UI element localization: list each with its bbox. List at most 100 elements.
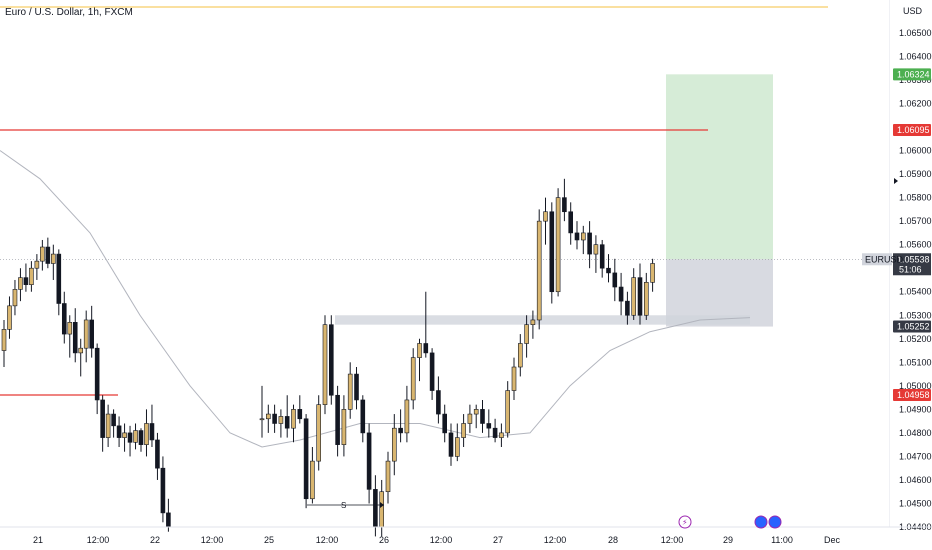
candle <box>360 395 366 443</box>
candle-body <box>105 413 111 438</box>
candle-body <box>61 303 67 335</box>
y-tick-label: 1.05200 <box>899 334 932 344</box>
candle <box>404 385 410 443</box>
candle <box>138 428 144 452</box>
candle <box>473 404 479 429</box>
candle-body <box>530 319 536 325</box>
symbol-badge[interactable] <box>862 253 892 266</box>
support-price-badge[interactable] <box>893 389 931 401</box>
candle <box>322 315 328 415</box>
candle <box>100 395 105 452</box>
candle <box>454 423 460 462</box>
support-zone[interactable] <box>335 315 750 325</box>
candle <box>650 258 655 292</box>
candle <box>618 272 624 316</box>
candle-body <box>94 347 100 401</box>
candle-body <box>155 439 160 469</box>
candle <box>127 425 133 457</box>
candle <box>505 381 511 438</box>
candle <box>461 414 466 448</box>
candle <box>555 188 561 297</box>
support-price-badge-text: 1.04958 <box>897 390 930 400</box>
candle-body <box>322 324 328 405</box>
candle-body <box>379 491 385 528</box>
y-tick-label: 1.05000 <box>899 381 932 391</box>
y-tick-label: 1.05400 <box>899 287 932 297</box>
x-tick-label: 25 <box>264 535 274 545</box>
y-tick-label: 1.06000 <box>899 146 932 156</box>
target-zone[interactable] <box>666 74 773 260</box>
candle-body <box>524 324 529 344</box>
candle-body <box>127 432 133 443</box>
candle <box>347 362 353 419</box>
candle-body <box>404 399 410 434</box>
candle-body <box>166 512 171 528</box>
candle-body <box>417 343 422 358</box>
candle-body <box>618 286 624 302</box>
candle-body <box>580 232 586 241</box>
lightning-event-icon[interactable] <box>678 515 692 529</box>
candle <box>34 254 40 280</box>
resistance-price-badge-text: 1.06095 <box>897 125 930 135</box>
candle-body <box>486 423 492 429</box>
resistance-price-badge[interactable] <box>893 124 931 136</box>
stop-price-badge[interactable] <box>893 320 931 333</box>
candle-body <box>265 413 271 420</box>
candle-body <box>111 413 116 427</box>
candle <box>530 310 536 339</box>
candle-body <box>23 277 29 285</box>
moving-average-line[interactable] <box>0 150 751 448</box>
x-tick-label: 27 <box>493 535 503 545</box>
last-price-badge[interactable] <box>893 253 931 276</box>
candle-body <box>278 416 284 424</box>
candle-body <box>72 322 78 354</box>
x-tick-label: Dec <box>824 535 841 545</box>
candle-body <box>341 409 347 445</box>
candle <box>1 319 7 368</box>
candle-body <box>303 418 309 500</box>
news-event-icon[interactable] <box>754 515 768 529</box>
candle <box>133 423 138 450</box>
candle <box>568 202 574 245</box>
candle-body <box>423 343 429 354</box>
candle <box>122 423 127 452</box>
candle <box>637 263 643 325</box>
candle-body <box>467 413 473 424</box>
stop-price-badge-text: 1.05252 <box>897 322 930 332</box>
x-tick-label: 11:00 <box>771 535 793 545</box>
candle <box>366 423 372 504</box>
candle <box>354 367 359 410</box>
candle <box>511 357 517 400</box>
news-event-icon[interactable] <box>768 515 782 529</box>
candle-body <box>536 220 542 321</box>
candle-body <box>574 232 580 241</box>
x-tick-label: 12:00 <box>430 535 453 545</box>
candle <box>278 409 284 438</box>
y-tick-label: 1.05700 <box>899 216 932 226</box>
candle <box>562 178 567 222</box>
candle <box>341 395 347 457</box>
candle-body <box>67 322 73 335</box>
candle-body <box>543 211 548 222</box>
x-tick-label: 12:00 <box>661 535 684 545</box>
candle-body <box>568 211 574 234</box>
y-tick-label: 1.04700 <box>899 451 932 461</box>
candle-body <box>429 352 435 391</box>
candle-body <box>144 423 149 445</box>
lightning-glyph: ⚡ <box>682 518 688 527</box>
x-tick-label: 28 <box>608 535 618 545</box>
x-tick-label: 29 <box>723 535 733 545</box>
currency-label: USD <box>903 6 923 16</box>
candle-body <box>51 253 56 264</box>
countdown-text: 51:06 <box>899 264 922 274</box>
candle <box>94 343 100 415</box>
scroll-marker-icon[interactable] <box>894 178 898 184</box>
candle-body <box>149 423 155 441</box>
candle-body <box>7 305 12 330</box>
candle-body <box>335 394 340 445</box>
candle <box>587 221 592 269</box>
candle <box>89 305 94 358</box>
x-tick-label: 26 <box>379 535 389 545</box>
target-price-badge[interactable] <box>893 68 931 81</box>
